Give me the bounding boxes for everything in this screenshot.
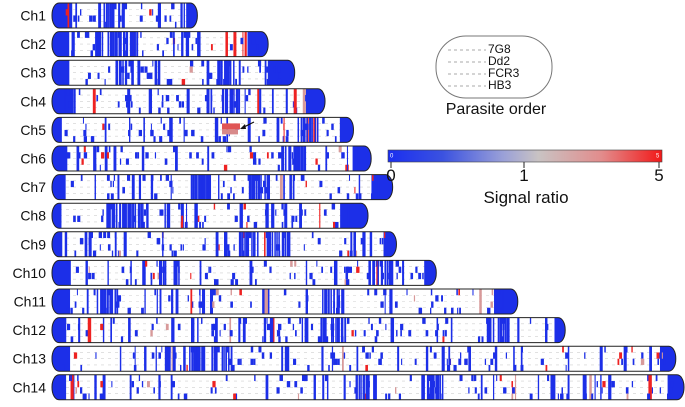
scale-tick-0: 0: [386, 166, 395, 185]
chromosome-label: Ch4: [20, 93, 46, 109]
scale-tick-1: 1: [519, 166, 528, 185]
colorbar-inner-end: 5: [656, 154, 660, 160]
chromosome-label: Ch10: [13, 265, 47, 281]
chromosome-row: Ch5: [20, 116, 354, 143]
chromosome-row: Ch9: [20, 231, 397, 258]
chromosome-row: Ch2: [20, 31, 269, 58]
parasite-order-legend: 7G8 Dd2 FCR3 HB3 Parasite order: [435, 35, 553, 118]
chromosome-row: Ch3: [20, 59, 296, 86]
chromosome-label: Ch14: [13, 379, 47, 395]
amplified-segment: [222, 123, 240, 130]
signal-ratio-legend: 0 5 0 1 5 Signal ratio: [386, 149, 664, 207]
scale-tick-5: 5: [654, 166, 663, 185]
chromosome-row: Ch8: [20, 202, 369, 229]
parasite-order-capsule: [435, 35, 553, 99]
chromosome-label: Ch6: [20, 151, 46, 167]
chromosome-label: Ch2: [20, 36, 46, 52]
chromosome-row: Ch10: [13, 259, 437, 286]
parasite-label-3: FCR3: [488, 66, 520, 80]
signal-ratio-colorbar: [387, 149, 663, 163]
signal-ratio-title: Signal ratio: [483, 188, 568, 207]
chromosome-label: Ch12: [13, 322, 47, 338]
parasite-order-title: Parasite order: [446, 101, 547, 118]
chromosome-label: Ch1: [20, 8, 46, 24]
parasite-label-2: Dd2: [488, 54, 510, 68]
chromosome-row: Ch13: [13, 345, 677, 372]
chromosome-map: Ch1 Ch2 Ch3 Ch4 Ch5 Ch6 Ch7 Ch8 Ch9 Ch10 Ch11 Ch12 C…: [13, 2, 685, 401]
parasite-label-1: 7G8: [488, 42, 511, 56]
chromosome-row: Ch4: [20, 88, 326, 115]
parasite-label-4: HB3: [488, 78, 512, 92]
chromosome-label: Ch8: [20, 208, 46, 224]
chromosome-label: Ch9: [20, 236, 46, 252]
chromosome-label: Ch3: [20, 65, 46, 81]
chromosome-row: Ch12: [13, 317, 566, 344]
chromosome-row: Ch1: [20, 2, 198, 29]
chromosome-label: Ch13: [13, 351, 47, 367]
chromosome-row: Ch7: [20, 174, 394, 201]
chromosome-label: Ch7: [20, 179, 46, 195]
highlight-arrow: [240, 121, 255, 129]
colorbar-inner-start: 0: [390, 154, 394, 160]
chromosome-label: Ch11: [14, 294, 47, 310]
chromosome-label: Ch5: [20, 122, 46, 138]
chromosome-row: Ch11: [14, 288, 519, 315]
chromosome-row: Ch6: [20, 145, 372, 172]
chromosome-row: Ch14: [13, 374, 685, 401]
